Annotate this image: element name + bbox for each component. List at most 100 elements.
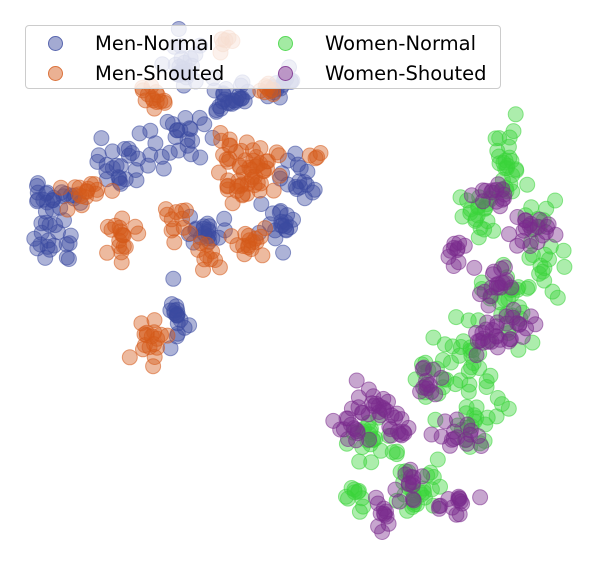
point-men-shouted-108 — [182, 225, 199, 242]
point-women-normal-71 — [544, 283, 561, 300]
point-women-shouted-60 — [466, 259, 483, 276]
point-men-shouted-68 — [224, 195, 241, 212]
series-men-shouted — [52, 29, 329, 375]
point-women-shouted-125 — [350, 399, 367, 416]
point-men-shouted-157 — [146, 336, 163, 353]
point-women-shouted-13 — [495, 190, 512, 207]
point-women-shouted-89 — [479, 314, 496, 331]
point-women-shouted-91 — [480, 333, 496, 350]
point-women-normal-116 — [435, 352, 451, 368]
point-men-normal-81 — [179, 137, 196, 154]
point-men-normal-178 — [274, 165, 290, 182]
point-women-shouted-59 — [494, 274, 511, 291]
point-men-shouted-128 — [223, 228, 240, 245]
point-women-normal-158 — [389, 443, 405, 460]
point-men-shouted-105 — [166, 234, 183, 251]
point-women-normal-141 — [488, 408, 505, 425]
point-women-shouted-74 — [514, 328, 531, 345]
point-women-normal-137 — [427, 411, 444, 428]
point-men-normal-183 — [306, 181, 323, 198]
point-women-normal-113 — [460, 312, 477, 329]
point-women-shouted-93 — [488, 318, 505, 335]
point-men-shouted-158 — [121, 349, 138, 366]
point-men-normal-217 — [165, 270, 182, 287]
point-men-shouted-81 — [52, 179, 69, 196]
point-women-shouted-92 — [474, 324, 491, 341]
point-men-shouted-177 — [301, 147, 318, 164]
point-men-shouted-91 — [113, 254, 130, 271]
point-men-normal-145 — [58, 249, 75, 266]
point-women-shouted-179 — [401, 476, 417, 493]
point-men-shouted-43 — [265, 182, 282, 199]
point-women-normal-162 — [372, 442, 389, 459]
point-women-shouted-75 — [501, 331, 518, 348]
point-men-normal-124 — [39, 194, 56, 211]
point-women-shouted-151 — [383, 427, 400, 444]
point-women-shouted-178 — [405, 492, 422, 509]
point-women-normal-66 — [521, 249, 538, 266]
point-men-normal-207 — [169, 325, 186, 342]
point-women-normal-62 — [537, 246, 553, 263]
legend-item-men-shouted: Men-Shouted — [38, 58, 268, 88]
point-men-normal-219 — [168, 307, 185, 324]
point-women-shouted-52 — [480, 297, 497, 314]
point-men-normal-216 — [172, 311, 189, 328]
point-men-shouted-120 — [235, 238, 252, 254]
point-men-normal-136 — [47, 217, 64, 234]
point-women-normal-41 — [470, 229, 487, 246]
point-men-normal-143 — [46, 237, 63, 254]
point-men-shouted-111 — [178, 202, 194, 219]
point-women-shouted-29 — [509, 237, 526, 254]
point-women-shouted-142 — [378, 402, 395, 419]
point-women-shouted-167 — [462, 426, 479, 443]
point-men-shouted-103 — [99, 218, 116, 235]
point-women-normal-112 — [471, 360, 488, 376]
legend-marker-men-normal — [48, 35, 63, 51]
point-women-normal-148 — [363, 454, 380, 471]
point-men-shouted-97 — [127, 218, 144, 235]
point-men-normal-215 — [181, 317, 198, 334]
point-men-normal-88 — [93, 130, 110, 147]
point-men-normal-158 — [180, 226, 197, 243]
point-women-normal-117 — [448, 309, 465, 326]
point-women-normal-169 — [429, 451, 446, 468]
point-men-shouted-98 — [99, 244, 116, 261]
point-women-shouted-188 — [378, 503, 394, 520]
point-women-shouted-153 — [423, 426, 440, 443]
point-men-normal-218 — [162, 340, 179, 357]
point-women-normal-15 — [505, 123, 522, 140]
point-men-normal-113 — [29, 184, 46, 201]
point-women-normal-173 — [425, 469, 442, 485]
point-women-normal-65 — [517, 207, 534, 224]
point-women-shouted-87 — [468, 347, 485, 364]
point-men-shouted-32 — [238, 134, 255, 151]
point-women-shouted-61 — [503, 279, 520, 296]
point-women-normal-108 — [478, 379, 495, 395]
point-men-shouted-37 — [221, 150, 238, 167]
point-women-shouted-11 — [474, 193, 491, 210]
point-men-normal-144 — [37, 214, 54, 231]
point-women-shouted-76 — [498, 308, 515, 325]
point-men-shouted-159 — [146, 349, 163, 365]
point-women-normal-115 — [478, 373, 495, 390]
point-men-normal-125 — [29, 175, 46, 192]
legend-marker-women-normal — [278, 35, 293, 51]
point-men-shouted-117 — [257, 220, 273, 237]
point-women-shouted-159 — [437, 413, 454, 430]
point-men-normal-199 — [278, 222, 295, 239]
point-women-normal-185 — [419, 467, 436, 484]
point-men-shouted-94 — [114, 210, 131, 227]
point-men-shouted-114 — [163, 222, 180, 239]
point-men-normal-224 — [183, 146, 199, 163]
point-men-normal-194 — [275, 244, 292, 261]
point-women-shouted-158 — [448, 411, 465, 428]
point-men-shouted-67 — [228, 182, 245, 199]
point-women-shouted-71 — [523, 308, 539, 325]
point-men-shouted-51 — [245, 152, 262, 169]
legend-marker-women-shouted — [278, 65, 293, 81]
point-men-shouted-140 — [198, 247, 215, 264]
point-men-normal-161 — [200, 223, 217, 240]
point-women-normal-163 — [351, 453, 368, 470]
